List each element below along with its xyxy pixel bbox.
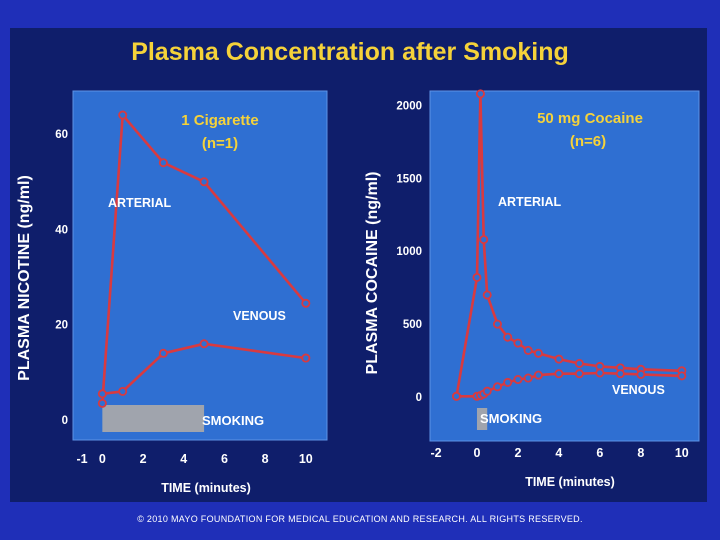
data-point-arterial [199, 177, 209, 187]
x-tick-label: 4 [555, 446, 562, 460]
series-label-arterial: ARTERIAL [108, 196, 172, 210]
smoking-period-bar [476, 408, 488, 430]
x-tick-label: 10 [299, 452, 313, 466]
x-tick-label: 0 [473, 446, 480, 460]
chart-right-title: 50 mg Cocaine [537, 110, 643, 127]
chart-right-xlabel: TIME (minutes) [525, 475, 615, 489]
data-point-venous [574, 369, 584, 379]
chart-right-subtitle: (n=6) [570, 133, 606, 150]
data-point-venous [301, 353, 311, 363]
data-point-venous [503, 377, 513, 387]
data-point-venous [158, 348, 168, 358]
data-point-arterial [492, 319, 502, 329]
series-label-venous: VENOUS [612, 383, 665, 397]
data-point-arterial [97, 398, 107, 408]
slide-canvas: Plasma Concentration after Smoking 1 Cig… [16, 38, 700, 495]
data-point-venous [482, 386, 492, 396]
chart-left-ylabel: PLASMA NICOTINE (ng/ml) [16, 175, 33, 381]
copyright-footer: © 2010 MAYO FOUNDATION FOR MEDICAL EDUCA… [137, 514, 583, 524]
data-point-arterial [523, 345, 533, 355]
y-tick-label: 20 [55, 320, 68, 332]
x-tick-label: 6 [596, 446, 603, 460]
data-point-venous [636, 369, 646, 379]
series-label-arterial: ARTERIAL [498, 195, 562, 209]
data-point-venous [533, 370, 543, 380]
data-point-venous [451, 391, 461, 401]
data-point-venous [554, 369, 564, 379]
chart-left-panel [72, 90, 328, 441]
smoking-period-bar [102, 405, 205, 432]
y-tick-label: 0 [62, 415, 68, 427]
data-point-arterial [158, 158, 168, 168]
data-point-arterial [482, 290, 492, 300]
y-tick-label: 40 [55, 224, 68, 236]
y-tick-label: 60 [55, 129, 68, 141]
smoking-label: SMOKING [480, 411, 542, 426]
y-tick-label: 1000 [396, 246, 422, 258]
data-point-venous [492, 382, 502, 392]
chart-left-ticks: -1 0 2 4 6 8 10 0 20 40 60 [55, 129, 313, 466]
x-tick-label: -1 [76, 452, 87, 466]
data-point-arterial [533, 348, 543, 358]
series-line-arterial [455, 92, 682, 397]
x-tick-label: 8 [262, 452, 269, 466]
x-tick-label: 4 [180, 452, 187, 466]
data-point-venous [513, 375, 523, 385]
slide-title: Plasma Concentration after Smoking [131, 38, 569, 66]
slide: Plasma Concentration after Smoking 1 Cig… [10, 28, 707, 502]
chart-left-xlabel: TIME (minutes) [161, 481, 251, 495]
data-point-venous [523, 373, 533, 383]
data-point-arterial [301, 298, 311, 308]
chart-right-ticks: -2 0 2 4 6 8 10 0 500 1000 1500 2000 [396, 100, 688, 460]
y-tick-label: 0 [416, 392, 422, 404]
smoking-label: SMOKING [202, 413, 264, 428]
chart-right-panel [429, 90, 700, 442]
x-tick-label: 6 [221, 452, 228, 466]
x-tick-label: 0 [99, 452, 106, 466]
chart-right: 50 mg Cocaine (n=6) -2 0 2 4 6 8 10 0 500 1000 150… [364, 89, 700, 489]
chart-left-title: 1 Cigarette [181, 112, 259, 129]
x-tick-label: -2 [430, 446, 441, 460]
x-tick-label: 8 [637, 446, 644, 460]
chart-right-ylabel: PLASMA COCAINE (ng/ml) [364, 172, 381, 375]
chart-left-marks: SMOKING ARTERIAL VENOUS [97, 110, 311, 432]
data-point-arterial [472, 272, 482, 282]
y-tick-label: 500 [403, 319, 422, 331]
y-tick-label: 2000 [396, 100, 422, 112]
data-point-venous [677, 371, 687, 381]
y-tick-label: 1500 [396, 173, 422, 185]
data-point-arterial [574, 358, 584, 368]
data-point-venous [118, 386, 128, 396]
data-point-venous [97, 389, 107, 399]
data-point-arterial [513, 338, 523, 348]
chart-right-marks: SMOKING ARTERIAL VENOUS [451, 89, 687, 430]
data-point-arterial [118, 110, 128, 120]
series-label-venous: VENOUS [233, 309, 286, 323]
x-tick-label: 2 [514, 446, 521, 460]
data-point-arterial [475, 89, 485, 99]
x-tick-label: 2 [140, 452, 147, 466]
data-point-arterial [503, 332, 513, 342]
chart-left: 1 Cigarette (n=1) -1 0 2 4 6 8 10 0 20 40 60 PLASM… [16, 90, 328, 495]
data-point-venous [615, 369, 625, 379]
data-point-venous [595, 368, 605, 378]
chart-left-subtitle: (n=1) [202, 135, 238, 152]
data-point-arterial [479, 235, 489, 245]
data-point-arterial [554, 354, 564, 364]
data-point-venous [199, 339, 209, 349]
x-tick-label: 10 [675, 446, 689, 460]
